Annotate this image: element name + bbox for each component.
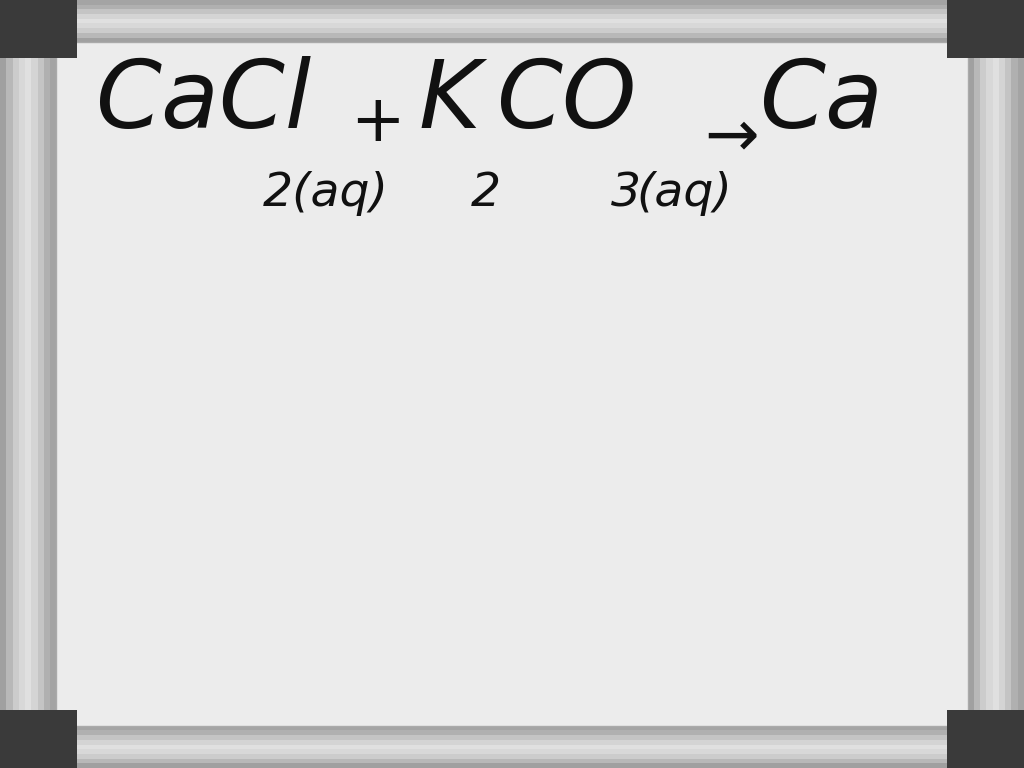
Text: Ca: Ca xyxy=(759,56,883,147)
Text: 2: 2 xyxy=(471,171,501,217)
Text: CO: CO xyxy=(497,56,637,147)
Text: CaCl: CaCl xyxy=(94,56,310,147)
Text: 3: 3 xyxy=(610,171,641,217)
Text: +: + xyxy=(350,91,404,155)
Text: (aq): (aq) xyxy=(636,171,732,217)
Text: K: K xyxy=(418,56,480,147)
Text: →: → xyxy=(705,105,759,169)
Text: 2(aq): 2(aq) xyxy=(263,171,389,217)
